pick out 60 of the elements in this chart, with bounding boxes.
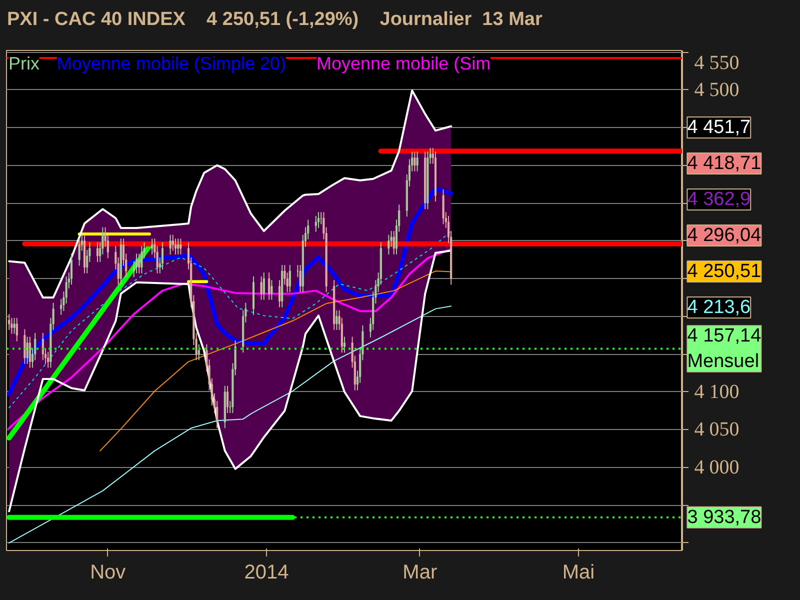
candlestick <box>70 253 73 286</box>
line-series <box>8 306 452 544</box>
candlestick <box>414 151 416 172</box>
line-series <box>100 270 452 452</box>
candlestick <box>10 317 13 334</box>
text: 4 418,71 <box>687 153 762 174</box>
candlestick <box>24 328 26 364</box>
text: 4 362,9 <box>687 189 751 210</box>
line-series <box>8 248 452 430</box>
y-tick-label: 4 550 <box>694 52 740 74</box>
candlestick <box>26 336 28 364</box>
candlestick <box>96 242 99 262</box>
text: 4 296,04 <box>687 225 762 246</box>
candlestick <box>416 151 418 172</box>
candlestick <box>172 234 174 252</box>
candlestick <box>268 272 270 300</box>
y-tick-label: 4 000 <box>694 456 740 478</box>
candlestick <box>177 238 180 255</box>
candlestick <box>78 238 80 266</box>
text: 4 250,51 <box>687 261 762 282</box>
candlestick <box>138 253 140 274</box>
candlestick <box>270 280 273 300</box>
candlestick <box>135 253 138 274</box>
candlestick <box>442 188 444 225</box>
y-tick-label: 4 050 <box>694 418 740 441</box>
y-tick-label: 4 500 <box>694 78 740 101</box>
candlestick <box>28 336 31 368</box>
candlestick <box>288 264 291 293</box>
text: Prix <box>8 54 40 74</box>
candlestick <box>174 238 177 255</box>
candlestick <box>16 317 18 342</box>
line-series <box>8 90 452 298</box>
ref-line-label: 4 157,14 Mensuel <box>687 326 762 372</box>
line-series <box>8 250 452 512</box>
candlestick <box>140 246 143 274</box>
candlestick <box>42 332 44 361</box>
x-tick-label: 2014 <box>244 562 289 584</box>
ref-line-label: 3 933,78 <box>687 506 762 528</box>
x-tick-label: Mai <box>562 562 595 584</box>
candlestick <box>314 215 317 232</box>
text: Moyenne mobile (Simple 20) <box>56 54 286 74</box>
candlestick <box>260 276 262 300</box>
line-series <box>7 186 454 396</box>
text: 4 213,6 <box>687 297 751 318</box>
text: Moyenne mobile (Sim <box>316 54 491 74</box>
line-series <box>8 230 452 408</box>
candlestick <box>8 314 10 330</box>
y-tick-label: 4 100 <box>694 380 740 403</box>
chart-title: PXI - CAC 40 INDEX 4 250,51 (-1,29%) Journalier 13 Mar <box>7 8 542 32</box>
candlestick <box>180 238 182 255</box>
candlestick <box>151 238 154 255</box>
candlestick <box>13 317 16 334</box>
candlestick <box>169 234 172 255</box>
candlestick <box>161 242 164 270</box>
text: 4 451,7 <box>687 117 751 138</box>
candlestick <box>262 272 265 300</box>
candlestick <box>317 212 320 228</box>
x-tick-label: Mar <box>402 562 438 584</box>
x-tick-label: Nov <box>90 562 126 584</box>
candlestick <box>388 234 390 255</box>
